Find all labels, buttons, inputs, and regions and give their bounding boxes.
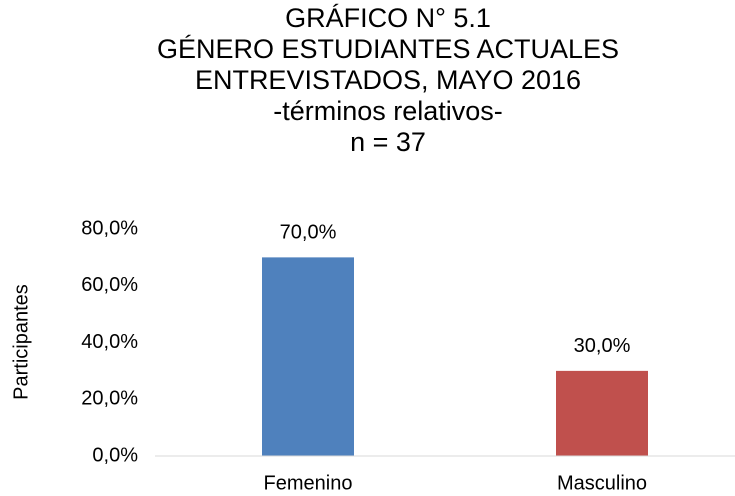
bar xyxy=(262,257,354,456)
chart-title: ENTREVISTADOS, MAYO 2016 xyxy=(195,65,581,95)
bar xyxy=(556,370,648,456)
y-tick-label: 80,0% xyxy=(81,217,138,239)
chart-subtitle: n = 37 xyxy=(350,127,426,157)
chart-title: GÉNERO ESTUDIANTES ACTUALES xyxy=(157,34,619,64)
data-label: 30,0% xyxy=(574,335,631,357)
y-tick-label: 0,0% xyxy=(92,444,138,466)
data-label: 70,0% xyxy=(280,222,337,244)
chart-subtitle: -términos relativos- xyxy=(273,96,503,126)
y-tick-label: 20,0% xyxy=(81,388,138,410)
chart-title: GRÁFICO N° 5.1 xyxy=(285,3,491,33)
x-tick-label: Masculino xyxy=(557,472,647,494)
x-tick-label: Femenino xyxy=(264,472,353,494)
y-tick-label: 40,0% xyxy=(81,331,138,353)
y-tick-label: 60,0% xyxy=(81,274,138,296)
y-axis-label: Participantes xyxy=(10,284,32,400)
